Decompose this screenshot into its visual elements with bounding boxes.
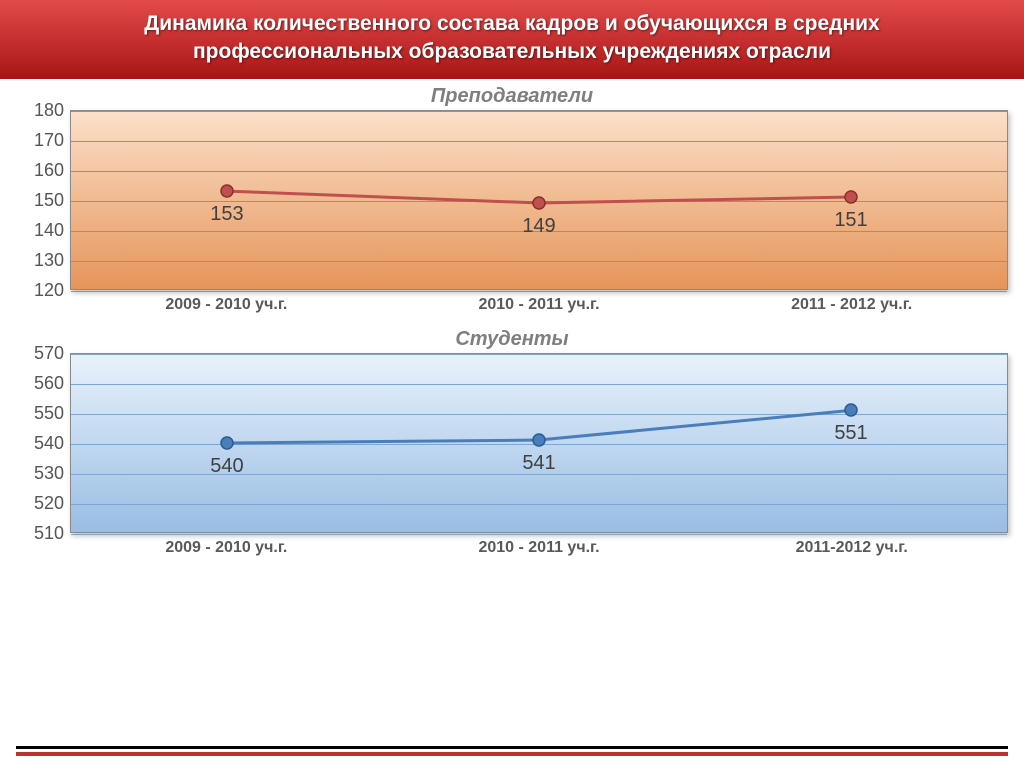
chart-teachers-xaxis: 2009 - 2010 уч.г.2010 - 2011 уч.г.2011 -… [70, 290, 1008, 314]
page-title-banner: Динамика количественного состава кадров … [0, 0, 1024, 79]
xtick-label: 2009 - 2010 уч.г. [70, 296, 383, 314]
chart-students-yaxis: 570560550540530520510 [16, 353, 70, 533]
chart-data-label: 153 [210, 203, 243, 226]
chart-students: Студенты 570560550540530520510 540 541 551… [16, 328, 1008, 557]
page-title-line1: Динамика количественного состава кадров … [12, 10, 1012, 38]
chart-marker [843, 402, 859, 418]
xtick-label: 2010 - 2011 уч.г. [383, 539, 696, 557]
chart-students-title: Студенты [16, 328, 1008, 351]
chart-marker [531, 432, 547, 448]
chart-teachers-title: Преподаватели [16, 85, 1008, 108]
chart-data-label: 151 [834, 209, 867, 232]
grid-line [71, 291, 1007, 292]
chart-students-xaxis: 2009 - 2010 уч.г.2010 - 2011 уч.г.2011-2… [70, 533, 1008, 557]
xtick-label: 2011-2012 уч.г. [695, 539, 1008, 557]
chart-marker [219, 183, 235, 199]
xtick-label: 2010 - 2011 уч.г. [383, 296, 696, 314]
chart-data-label: 551 [834, 422, 867, 445]
footer-divider [16, 746, 1008, 754]
grid-line [71, 534, 1007, 535]
chart-data-label: 149 [522, 215, 555, 238]
chart-teachers-yaxis: 180170160150140130120 [16, 110, 70, 290]
page-title-line2: профессиональных образовательных учрежде… [12, 38, 1012, 66]
xtick-label: 2011 - 2012 уч.г. [695, 296, 1008, 314]
chart-teachers: Преподаватели 180170160150140130120 1531… [16, 85, 1008, 314]
chart-marker [843, 189, 859, 205]
xtick-label: 2009 - 2010 уч.г. [70, 539, 383, 557]
chart-data-label: 541 [522, 452, 555, 475]
chart-teachers-plot: 153 149 151 [70, 110, 1008, 290]
chart-marker [531, 195, 547, 211]
chart-marker [219, 435, 235, 451]
chart-data-label: 540 [210, 455, 243, 478]
chart-students-plot: 540 541 551 [70, 353, 1008, 533]
